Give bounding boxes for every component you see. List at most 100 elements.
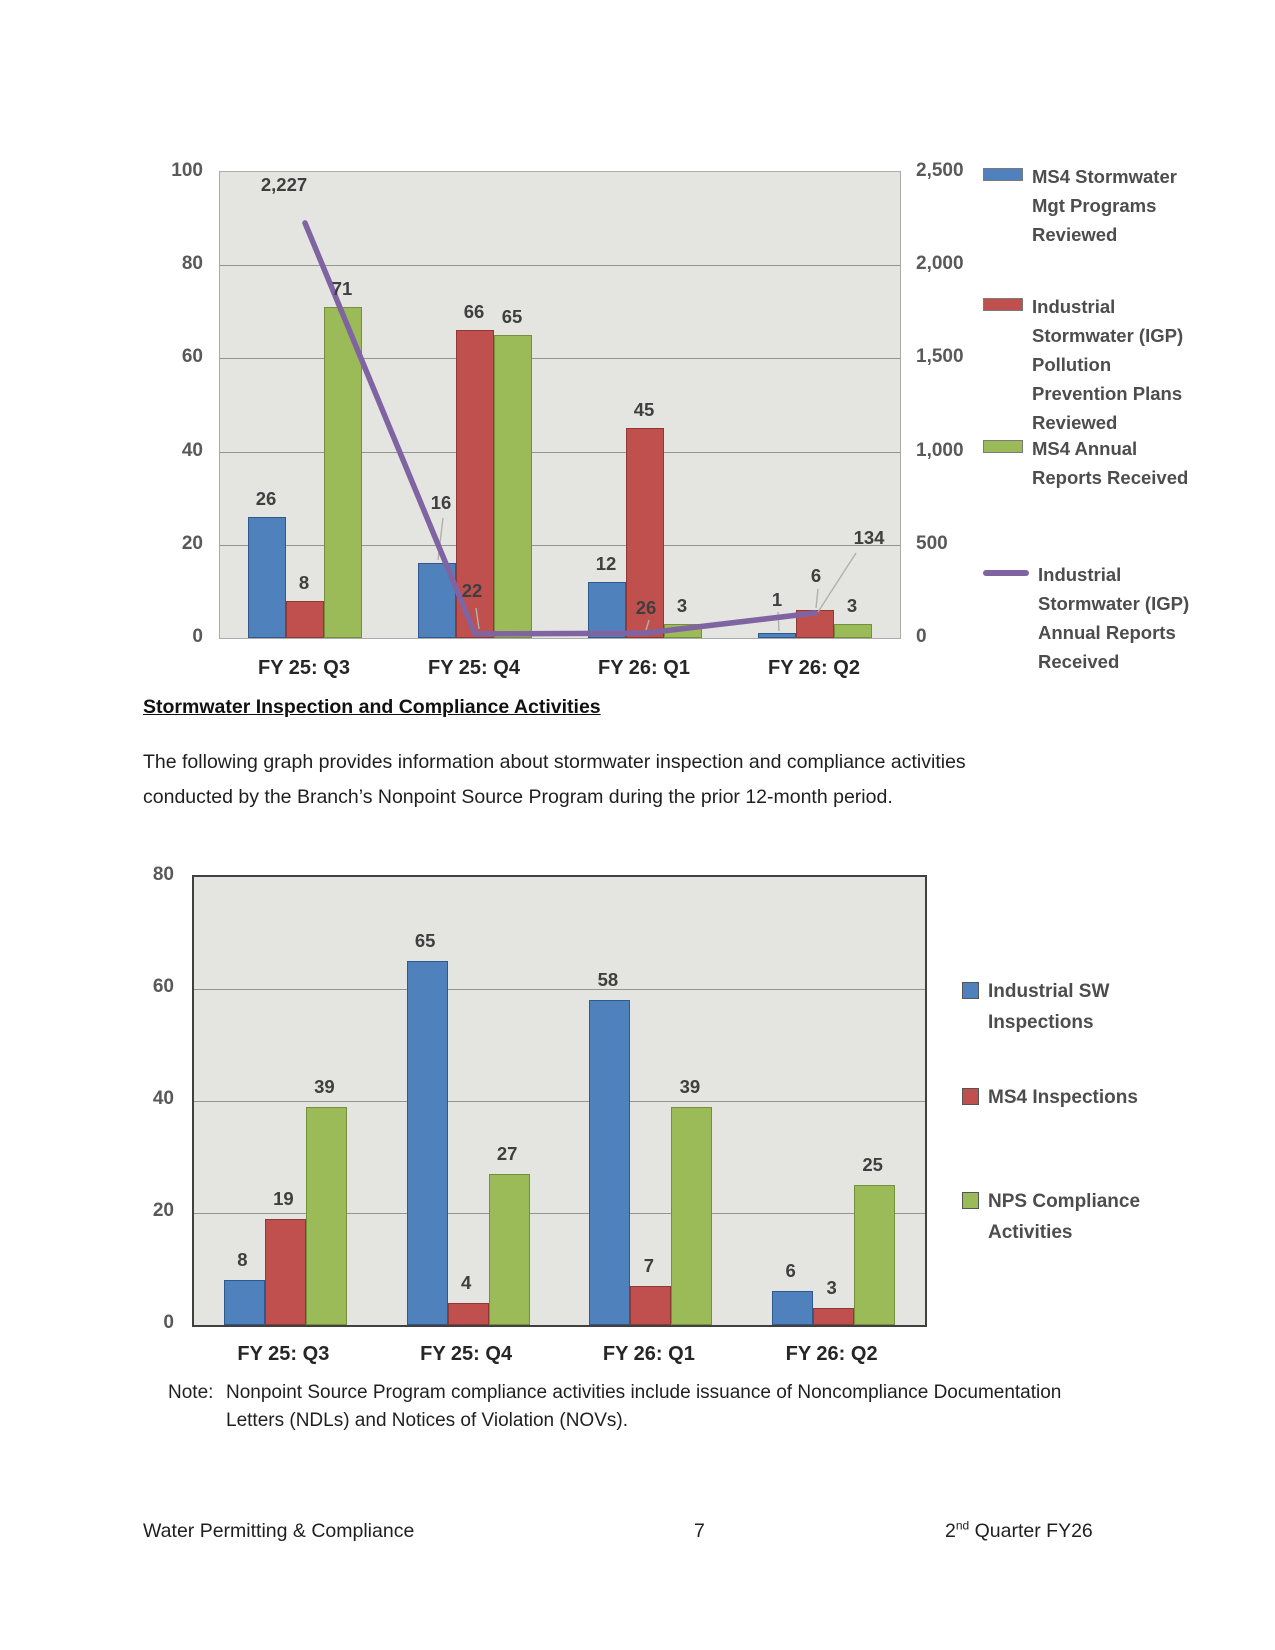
bar-ms4-stormwater-mgt-programs-re — [758, 633, 796, 638]
bar-value-label: 4 — [460, 1271, 472, 1293]
gridline — [194, 1101, 925, 1102]
category-label: FY 26: Q2 — [768, 657, 860, 679]
bar-ms4-stormwater-mgt-programs-re — [588, 582, 626, 638]
legend-label: MS4 Annual Reports Received — [1032, 438, 1189, 488]
y-axis-tick: 80 — [152, 864, 174, 885]
footer-right-base: 2 — [945, 1520, 956, 1542]
footer-left: Water Permitting & Compliance — [143, 1520, 415, 1542]
bar-value-label: 19 — [273, 1187, 294, 1209]
right-axis-tick: 2,000 — [916, 253, 964, 275]
legend-item: Industrial Stormwater (IGP) Pollution Pr… — [983, 292, 1204, 437]
bar-value-label: 65 — [501, 306, 523, 328]
bar-value-label: 71 — [331, 278, 353, 300]
bar-industrial-sw-inspections — [223, 1280, 265, 1325]
note-line1: Nonpoint Source Program compliance activ… — [226, 1382, 1062, 1403]
footer-page-number: 7 — [694, 1520, 705, 1542]
legend-line-swatch — [983, 570, 1029, 576]
legend-item: MS4 Stormwater Mgt Programs Reviewed — [983, 162, 1204, 249]
bar-nps-compliance-activities — [305, 1106, 347, 1325]
bar-ms4-inspections — [630, 1285, 672, 1325]
bar-value-label: 25 — [862, 1154, 883, 1175]
legend-swatch — [962, 1192, 979, 1209]
category-label: FY 26: Q1 — [598, 657, 690, 679]
legend-item: MS4 Annual Reports Received — [983, 434, 1204, 492]
legend-swatch — [983, 168, 1023, 181]
y-axis-tick: 40 — [152, 1088, 174, 1109]
bar-value-label: 66 — [463, 301, 485, 323]
left-axis-tick: 60 — [181, 346, 203, 368]
category-label: FY 26: Q2 — [785, 1343, 878, 1365]
label-leader-line — [475, 607, 480, 630]
bar-value-label: 16 — [430, 492, 452, 513]
stormwater-reviews-chart: 0 20 40 60 80 100 0 500 1,000 1,500 2,000 2,500 FY 2… — [0, 0, 1275, 700]
gridline — [220, 452, 900, 453]
bar-value-label: 45 — [633, 399, 655, 421]
bar-value-label: 27 — [496, 1142, 518, 1164]
line-value-label: 26 — [635, 597, 657, 618]
bar-industrial-stormwater-igp-poll — [626, 428, 664, 638]
legend-label: NPS Compliance Activities — [988, 1191, 1141, 1243]
left-axis-tick: 100 — [171, 160, 203, 181]
intro-line2: conducted by the Branch’s Nonpoint Sourc… — [143, 786, 893, 808]
bottom-plot-area — [192, 875, 927, 1327]
bar-industrial-stormwater-igp-poll — [286, 600, 324, 638]
bar-value-label: 3 — [846, 595, 858, 617]
bar-ms4-stormwater-mgt-programs-re — [248, 516, 286, 638]
footer-right-sup: nd — [955, 1518, 970, 1533]
bar-value-label: 8 — [298, 571, 310, 593]
right-axis-tick: 1,500 — [916, 346, 964, 368]
bar-nps-compliance-activities — [854, 1185, 896, 1325]
igp-annual-reports-line — [302, 220, 818, 637]
legend-item: Industrial SW Inspections — [962, 976, 1193, 1038]
bar-value-label: 6 — [785, 1260, 796, 1282]
top-plot-area — [219, 171, 901, 639]
bar-value-label: 65 — [414, 930, 436, 951]
bar-value-label: 8 — [237, 1249, 248, 1271]
legend-swatch — [983, 298, 1023, 311]
bar-nps-compliance-activities — [671, 1106, 713, 1325]
label-leader-line — [817, 552, 857, 613]
category-label: FY 25: Q3 — [258, 657, 350, 679]
legend-label: Industrial Stormwater (IGP) Annual Repor… — [1038, 564, 1190, 672]
bar-industrial-stormwater-igp-poll — [456, 330, 494, 638]
left-axis-tick: 40 — [181, 439, 203, 461]
y-axis-tick: 0 — [163, 1312, 174, 1333]
left-axis-tick: 80 — [181, 253, 203, 275]
label-leader-line — [815, 588, 819, 609]
bar-ms4-annual-reports-received — [834, 624, 872, 638]
bar-value-label: 39 — [679, 1075, 701, 1097]
bar-nps-compliance-activities — [488, 1173, 530, 1325]
bar-value-label: 58 — [597, 969, 619, 991]
bar-ms4-inspections — [264, 1218, 306, 1325]
section-heading: Stormwater Inspection and Compliance Act… — [143, 696, 601, 718]
footer-right-rest: Quarter FY26 — [969, 1520, 1093, 1542]
gridline — [194, 1213, 925, 1214]
bar-value-label: 39 — [314, 1075, 335, 1097]
right-axis-tick: 500 — [916, 532, 948, 554]
right-axis-tick: 0 — [916, 626, 927, 647]
bar-industrial-sw-inspections — [406, 961, 448, 1325]
legend-label: Industrial SW Inspections — [988, 981, 1110, 1033]
intro-line1: The following graph provides information… — [143, 751, 966, 773]
bar-industrial-sw-inspections — [772, 1291, 814, 1325]
legend-item: MS4 Inspections — [962, 1082, 1193, 1113]
bar-value-label: 3 — [676, 595, 688, 617]
bar-ms4-inspections — [447, 1302, 489, 1325]
bar-ms4-annual-reports-received — [494, 335, 532, 638]
legend-label: MS4 Stormwater Mgt Programs Reviewed — [1032, 166, 1177, 245]
legend-swatch — [983, 440, 1023, 453]
right-axis-tick: 2,500 — [916, 160, 964, 181]
gridline — [220, 265, 900, 266]
label-leader-line — [645, 619, 650, 631]
bar-ms4-inspections — [813, 1308, 855, 1325]
category-label: FY 26: Q1 — [602, 1343, 695, 1365]
legend-swatch — [962, 1088, 979, 1105]
left-axis-tick: 20 — [181, 532, 203, 554]
legend-label: Industrial Stormwater (IGP) Pollution Pr… — [1032, 296, 1184, 433]
note-label: Note: — [168, 1382, 214, 1403]
line-value-label: 134 — [853, 527, 885, 548]
line-series-layer — [302, 220, 857, 637]
bar-value-label: 1 — [771, 589, 783, 610]
